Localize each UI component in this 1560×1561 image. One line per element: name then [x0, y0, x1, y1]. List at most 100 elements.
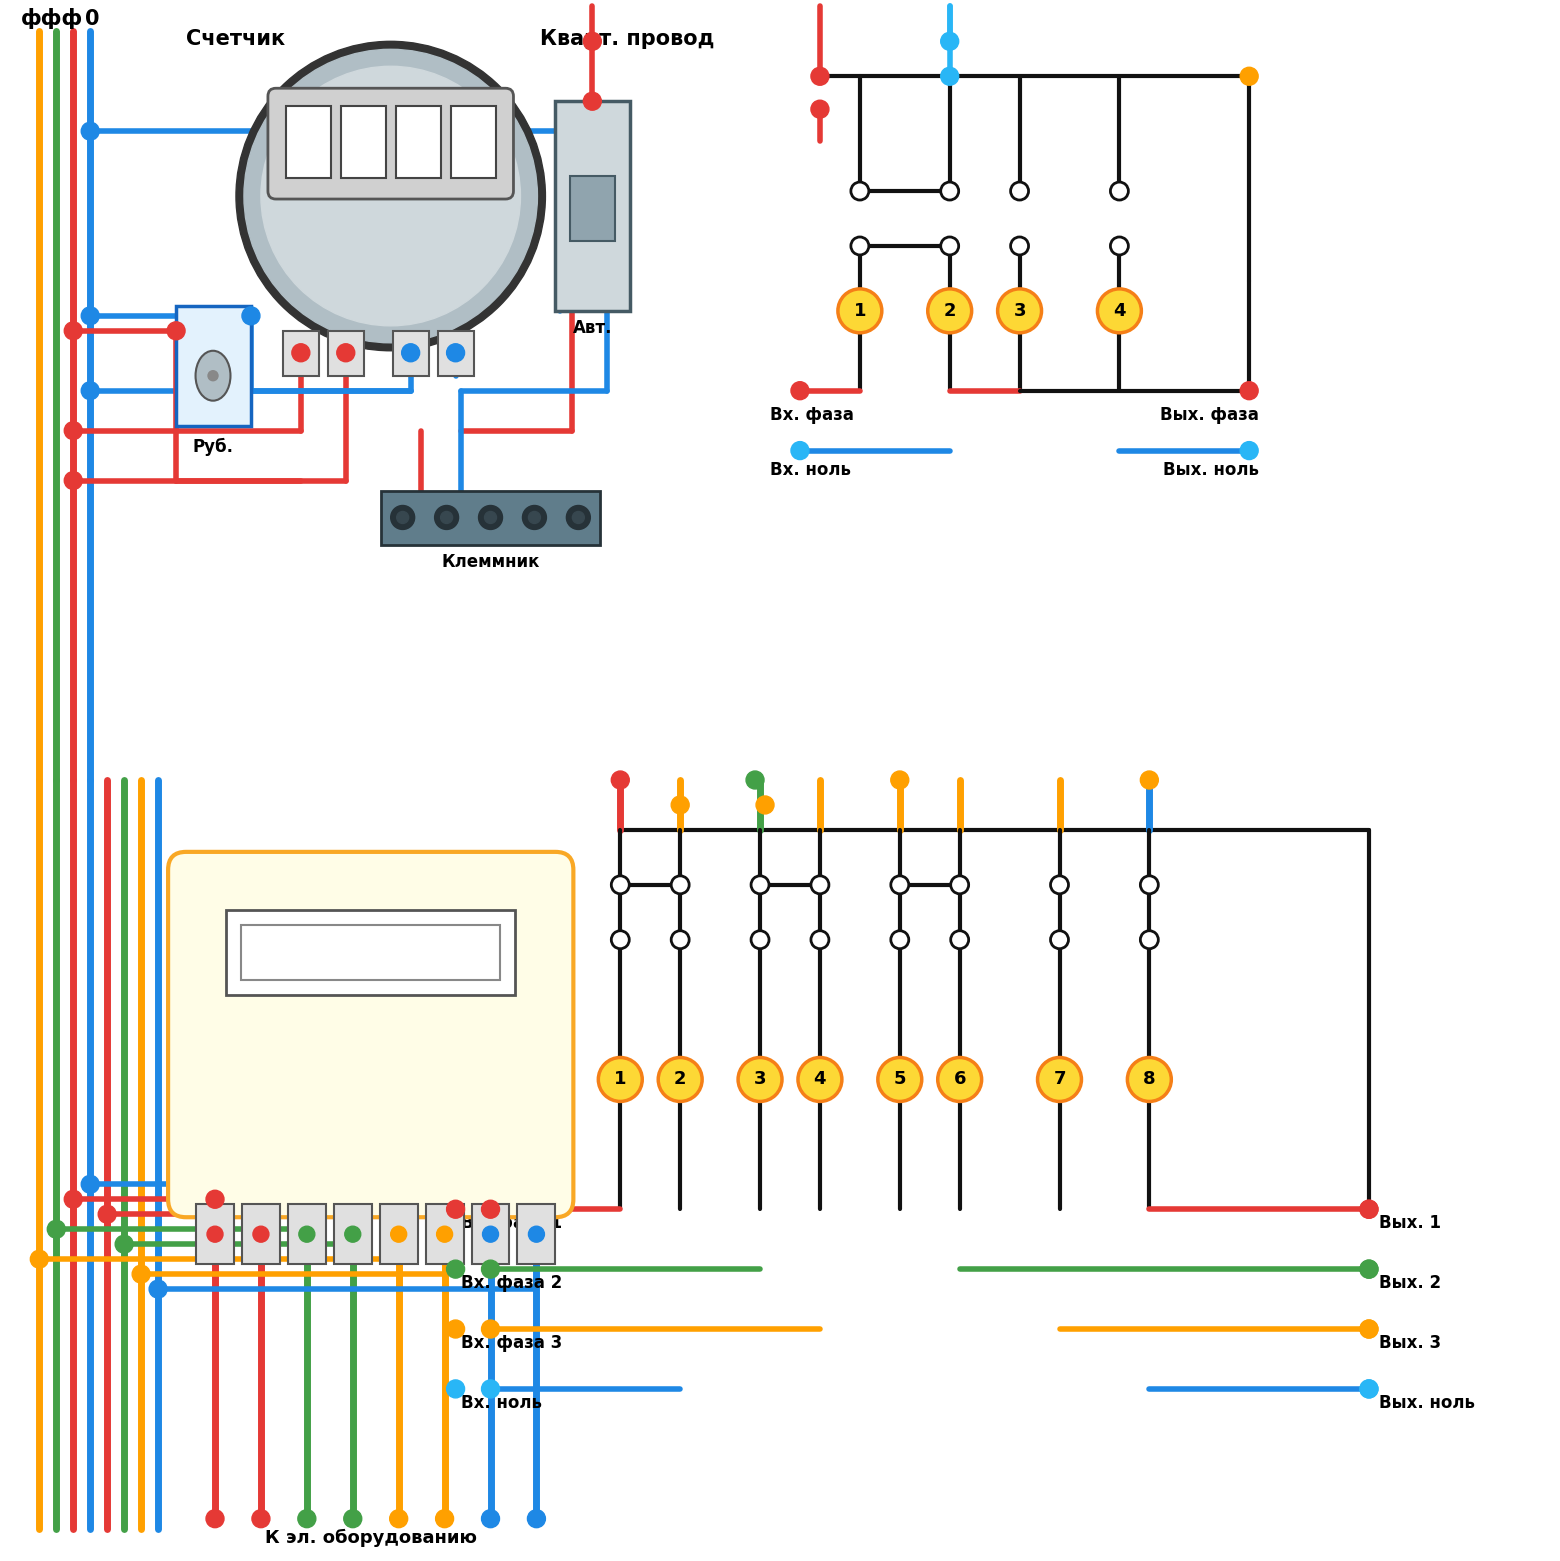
Text: К эл. оборудованию: К эл. оборудованию	[265, 1528, 477, 1547]
Circle shape	[950, 876, 969, 894]
Circle shape	[479, 506, 502, 529]
Text: Кварт. провод: Кварт. провод	[540, 30, 714, 50]
Text: Клеммник: Клеммник	[441, 554, 540, 571]
Circle shape	[612, 876, 629, 894]
Circle shape	[811, 876, 828, 894]
FancyBboxPatch shape	[176, 306, 251, 426]
Circle shape	[396, 512, 409, 523]
Text: Вых. ноль: Вых. ноль	[1164, 460, 1259, 479]
Circle shape	[236, 41, 546, 351]
Circle shape	[1111, 183, 1128, 200]
Circle shape	[658, 1057, 702, 1102]
Circle shape	[1240, 67, 1259, 86]
Bar	[379, 1204, 418, 1264]
Circle shape	[1360, 1200, 1377, 1218]
Circle shape	[435, 1509, 454, 1528]
Circle shape	[81, 382, 100, 400]
Circle shape	[850, 183, 869, 200]
Circle shape	[115, 1235, 133, 1253]
Bar	[334, 1204, 371, 1264]
Circle shape	[482, 1509, 499, 1528]
Text: Вых. 1: Вых. 1	[1379, 1214, 1441, 1232]
Bar	[426, 1204, 463, 1264]
Circle shape	[446, 1260, 465, 1278]
Circle shape	[98, 1205, 115, 1224]
Circle shape	[891, 930, 909, 949]
Circle shape	[292, 343, 310, 362]
Text: 3 фаз. счетчик: 3 фаз. счетчик	[287, 1069, 456, 1090]
Circle shape	[583, 33, 601, 50]
Circle shape	[47, 1221, 66, 1238]
Circle shape	[446, 1321, 465, 1338]
Circle shape	[791, 442, 810, 459]
Circle shape	[671, 930, 690, 949]
Circle shape	[1360, 1200, 1377, 1218]
Bar	[197, 1204, 234, 1264]
FancyBboxPatch shape	[268, 89, 513, 200]
Circle shape	[390, 1227, 407, 1243]
Circle shape	[81, 308, 100, 325]
Circle shape	[253, 1227, 268, 1243]
Text: Вх. ноль: Вх. ноль	[460, 1394, 541, 1411]
Circle shape	[791, 382, 810, 400]
Text: 1: 1	[853, 301, 866, 320]
Circle shape	[81, 122, 100, 140]
Circle shape	[64, 322, 83, 340]
Bar	[242, 1204, 279, 1264]
Circle shape	[343, 1509, 362, 1528]
Circle shape	[1050, 876, 1069, 894]
Circle shape	[950, 930, 969, 949]
Circle shape	[485, 512, 496, 523]
Text: Вых. фаза: Вых. фаза	[1161, 406, 1259, 423]
Circle shape	[941, 33, 959, 50]
Text: Вх. фаза 1: Вх. фаза 1	[460, 1214, 562, 1232]
Text: 4: 4	[1114, 301, 1126, 320]
Circle shape	[1360, 1260, 1377, 1278]
Circle shape	[738, 1057, 782, 1102]
Text: 4: 4	[814, 1071, 827, 1088]
Circle shape	[300, 1227, 315, 1243]
Circle shape	[799, 1057, 842, 1102]
Circle shape	[891, 771, 909, 788]
Circle shape	[1360, 1321, 1377, 1338]
Circle shape	[612, 771, 629, 788]
Circle shape	[529, 512, 540, 523]
Circle shape	[167, 322, 186, 340]
Circle shape	[1097, 289, 1142, 332]
Circle shape	[150, 1280, 167, 1299]
Circle shape	[529, 1227, 544, 1243]
Circle shape	[583, 92, 601, 111]
Circle shape	[1140, 930, 1159, 949]
Circle shape	[446, 1200, 465, 1218]
Circle shape	[1140, 771, 1159, 788]
Circle shape	[437, 1227, 452, 1243]
Text: 6: 6	[953, 1071, 966, 1088]
Circle shape	[133, 1264, 150, 1283]
Circle shape	[1011, 237, 1028, 254]
Circle shape	[997, 289, 1042, 332]
Circle shape	[482, 1260, 499, 1278]
Circle shape	[750, 930, 769, 949]
Circle shape	[573, 512, 585, 523]
Circle shape	[838, 289, 881, 332]
Bar	[471, 1204, 510, 1264]
Circle shape	[941, 67, 959, 86]
Circle shape	[345, 1227, 360, 1243]
Circle shape	[390, 506, 415, 529]
Circle shape	[298, 1509, 315, 1528]
Circle shape	[527, 1509, 546, 1528]
Circle shape	[435, 506, 459, 529]
Bar	[393, 331, 429, 376]
Circle shape	[750, 876, 769, 894]
Text: Руб.: Руб.	[192, 437, 234, 456]
Bar	[555, 101, 630, 311]
Circle shape	[1360, 1380, 1377, 1399]
Circle shape	[671, 796, 690, 813]
Circle shape	[878, 1057, 922, 1102]
Text: Авт.: Авт.	[573, 318, 612, 337]
FancyBboxPatch shape	[168, 852, 574, 1218]
Circle shape	[482, 1380, 499, 1399]
Circle shape	[811, 930, 828, 949]
Circle shape	[81, 1175, 100, 1193]
Circle shape	[1011, 183, 1028, 200]
